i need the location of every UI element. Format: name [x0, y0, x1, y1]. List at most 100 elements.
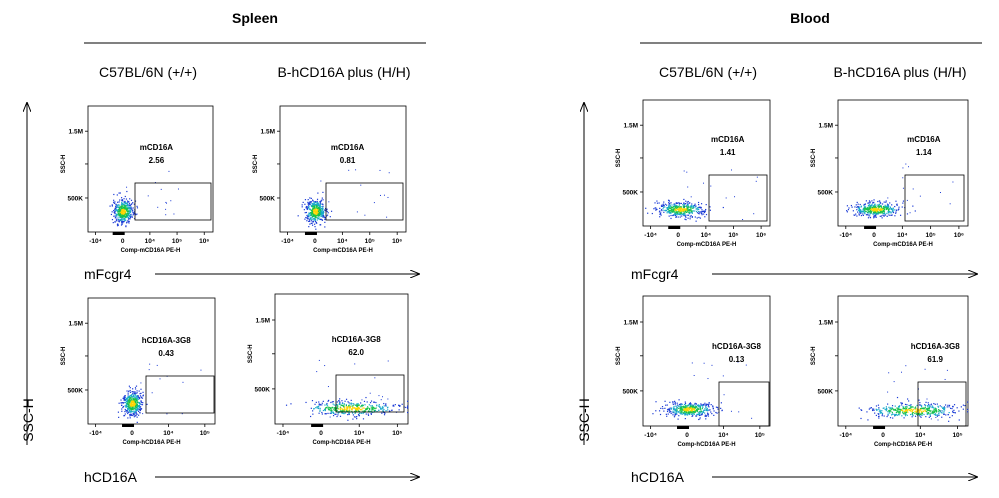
data-point [116, 213, 118, 216]
data-point [307, 201, 309, 203]
data-point [136, 400, 138, 402]
data-point [135, 401, 137, 403]
data-point [698, 212, 700, 214]
data-point [313, 212, 315, 214]
y-axis-label: SSC-H [811, 149, 817, 168]
data-point [136, 392, 138, 394]
data-point [119, 220, 121, 222]
data-point [716, 412, 718, 414]
data-point [111, 205, 113, 207]
data-point [683, 411, 685, 414]
data-point [688, 413, 690, 415]
data-point [378, 405, 380, 407]
data-point [360, 184, 362, 186]
data-point [892, 413, 894, 415]
data-point [878, 413, 880, 415]
data-point [678, 208, 680, 210]
data-point [700, 211, 702, 213]
x-tick-label: 10⁵ [755, 432, 765, 439]
data-point [317, 215, 319, 217]
plot-frame [279, 105, 407, 233]
data-point [859, 209, 862, 212]
data-point [120, 212, 122, 214]
data-point [895, 200, 897, 202]
data-point [312, 219, 314, 221]
data-point [317, 208, 319, 210]
data-point [133, 213, 135, 215]
data-point [691, 206, 693, 208]
data-point [695, 409, 697, 412]
data-point [670, 204, 672, 206]
data-point [135, 408, 137, 410]
data-point [316, 219, 318, 221]
data-point [919, 410, 921, 412]
data-point [128, 409, 130, 411]
data-point [310, 201, 313, 203]
gate-label: hCD16A-3G8 [142, 336, 191, 345]
data-point [860, 206, 862, 208]
data-point [123, 398, 125, 400]
data-point [156, 364, 158, 366]
data-point [312, 205, 314, 207]
data-point [942, 408, 945, 410]
data-point [139, 411, 141, 414]
data-point [362, 410, 364, 412]
data-point [328, 409, 330, 411]
data-point [129, 415, 131, 417]
data-point [135, 396, 137, 398]
data-point [705, 415, 707, 418]
data-point [120, 216, 122, 218]
data-point [672, 208, 675, 211]
data-point [906, 410, 909, 412]
data-point [673, 206, 675, 208]
data-point [123, 399, 125, 401]
data-point [315, 214, 317, 216]
data-point [355, 416, 357, 418]
data-point [655, 209, 657, 211]
data-point [854, 206, 856, 208]
data-point [317, 407, 320, 410]
data-point [653, 208, 655, 210]
data-point [864, 208, 866, 210]
data-point [893, 408, 895, 410]
data-point [873, 211, 875, 213]
data-point [654, 207, 656, 209]
data-point [118, 207, 121, 210]
data-point [678, 208, 680, 210]
data-point [370, 413, 372, 415]
data-point [129, 399, 131, 402]
data-point [686, 205, 688, 207]
data-point [857, 207, 859, 209]
data-point [353, 403, 355, 405]
data-point [699, 405, 701, 407]
data-point [933, 402, 935, 405]
data-point [934, 407, 936, 409]
data-point [704, 415, 706, 417]
data-point [691, 412, 693, 414]
data-point [904, 415, 907, 417]
data-point [938, 408, 940, 411]
x-axis-label: Comp-mCD16A PE-H [121, 248, 181, 254]
data-point [915, 410, 917, 412]
data-point [915, 406, 917, 408]
data-point [314, 219, 316, 221]
data-point [869, 212, 871, 214]
data-point [669, 401, 671, 403]
data-point [695, 208, 697, 210]
data-point [129, 406, 131, 408]
data-point [347, 406, 349, 408]
data-point [311, 400, 314, 402]
data-point [674, 206, 677, 209]
data-point [347, 414, 349, 416]
data-point [387, 409, 389, 411]
data-point [304, 212, 306, 214]
data-point [717, 406, 719, 409]
data-point [127, 221, 130, 223]
data-point [865, 210, 867, 213]
data-point [897, 407, 899, 409]
data-point [934, 410, 936, 412]
data-point [116, 218, 118, 220]
data-point [125, 398, 127, 400]
data-point [862, 210, 865, 212]
